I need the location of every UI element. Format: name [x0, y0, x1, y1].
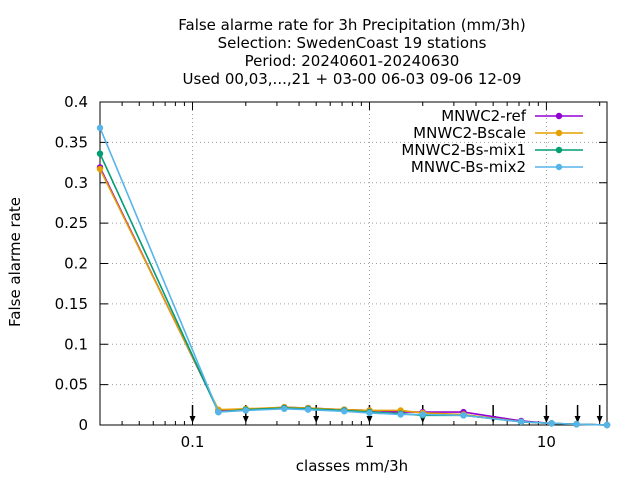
title-line: False alarme rate for 3h Precipitation (…: [178, 16, 526, 34]
data-point: [603, 421, 611, 429]
y-tick-label: 0.1: [64, 335, 88, 353]
legend-label: MNWC2-ref: [441, 107, 526, 125]
y-axis-label: False alarme rate: [6, 197, 24, 327]
threshold-arrow-head: [543, 416, 550, 423]
data-point: [281, 405, 288, 413]
grid: [100, 102, 607, 425]
data-point: [397, 411, 404, 418]
legend-label: MNWC2-Bs-mix1: [401, 141, 526, 159]
threshold-arrow-head: [596, 416, 603, 423]
y-tick-label: 0: [78, 416, 88, 434]
data-point: [517, 418, 525, 425]
y-tick-label: 0.05: [55, 376, 88, 394]
legend-marker: [555, 146, 563, 154]
threshold-arrow-head: [366, 416, 373, 423]
data-point: [573, 420, 580, 428]
series-line: [99, 127, 608, 426]
data-point: [419, 411, 426, 418]
legend-marker: [555, 112, 563, 120]
legend-marker: [555, 163, 563, 171]
title-line: Used 00,03,...,21 + 03-00 06-03 09-06 12…: [183, 70, 522, 88]
data-point: [242, 407, 249, 414]
legend: MNWC2-refMNWC2-BscaleMNWC2-Bs-mix1MNWC-B…: [401, 107, 583, 176]
threshold-arrow-head: [574, 416, 581, 423]
threshold-arrow-head: [189, 416, 196, 423]
series-line: [99, 168, 608, 426]
legend-label: MNWC2-Bscale: [413, 124, 526, 142]
threshold-arrow-head: [313, 416, 320, 423]
y-tick-label: 0.3: [64, 174, 88, 192]
y-tick-label: 0.4: [64, 93, 88, 111]
data-point: [548, 420, 555, 427]
y-tick-label: 0.35: [55, 133, 88, 151]
y-tick-label: 0.2: [64, 255, 88, 273]
y-tick-label: 0.25: [55, 214, 88, 232]
legend-marker: [555, 129, 563, 137]
series-line: [99, 167, 608, 426]
data-point: [341, 408, 348, 415]
data-point: [460, 412, 467, 419]
x-tick-label: 10: [537, 433, 556, 451]
x-tick-label: 1: [365, 433, 375, 451]
x-tick-label: 0.1: [181, 433, 205, 451]
axes: 0 0.05 0.1 0.15 0.2 0.25 0.3 0.35 0.4 0.1 1 10: [55, 93, 608, 451]
series-group: [96, 124, 611, 429]
x-axis-label: classes mm/3h: [296, 457, 408, 475]
title-line: Selection: SwedenCoast 19 stations: [218, 34, 487, 52]
plot-border: [99, 101, 608, 426]
legend-label: MNWC-Bs-mix2: [411, 158, 526, 176]
title-line: Period: 20240601-20240630: [245, 52, 460, 70]
chart-title: False alarme rate for 3h Precipitation (…: [178, 16, 526, 88]
data-point: [96, 150, 104, 157]
data-point: [366, 409, 373, 417]
y-tick-label: 0.15: [55, 295, 88, 313]
data-point: [215, 408, 222, 416]
data-point: [96, 165, 104, 173]
threshold-arrow-head: [242, 416, 249, 423]
data-point: [96, 124, 104, 132]
data-point: [304, 406, 312, 413]
